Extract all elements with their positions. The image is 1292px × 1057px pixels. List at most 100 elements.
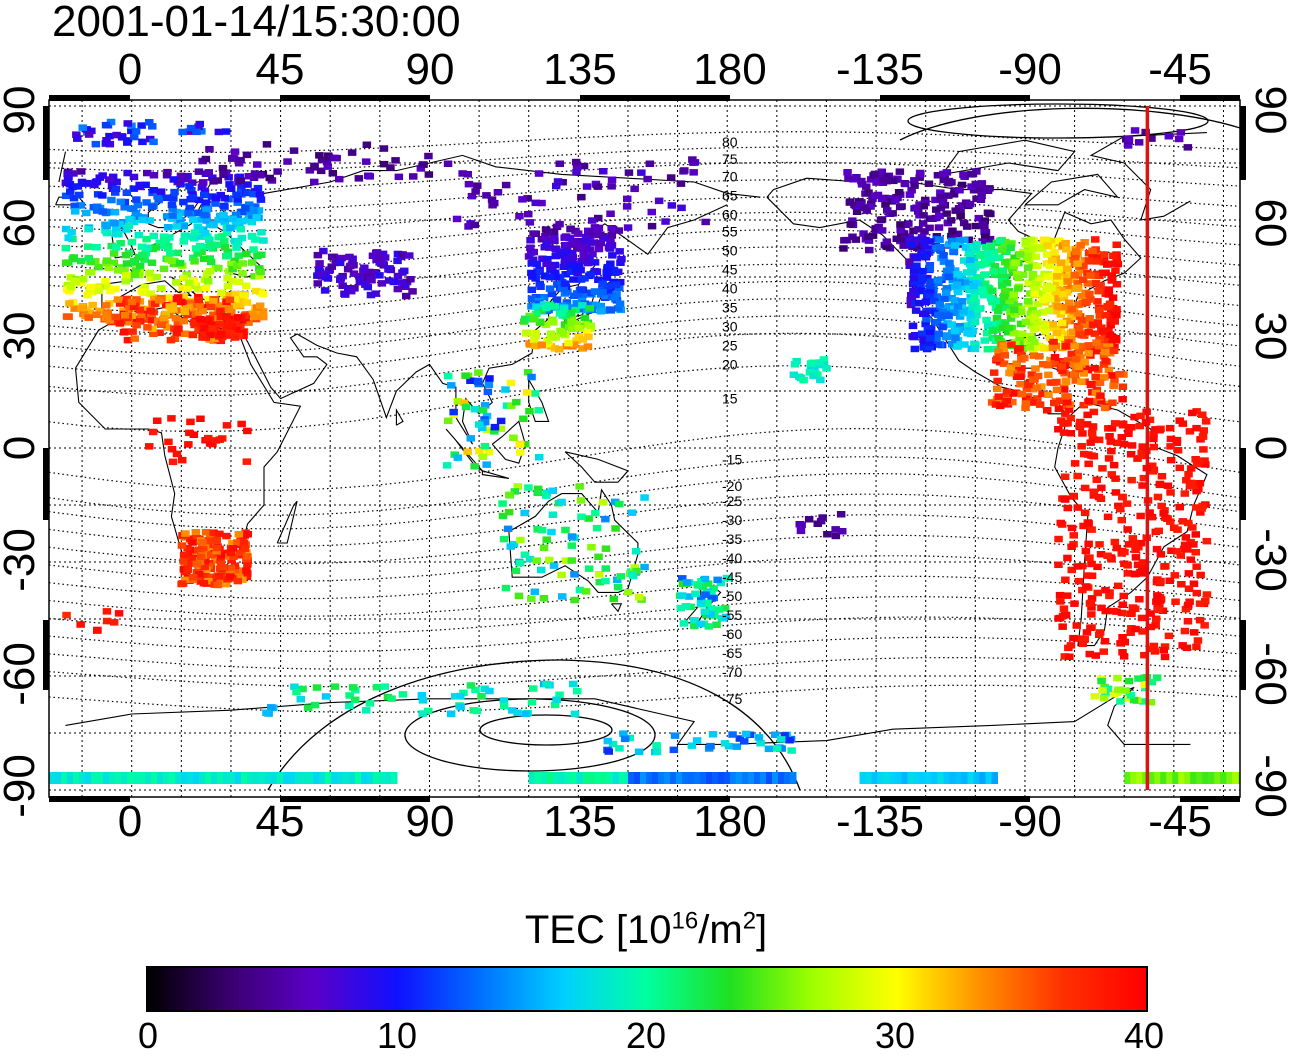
tec-cell	[236, 226, 245, 233]
tec-cell	[1052, 378, 1061, 386]
tec-cell	[1134, 675, 1143, 682]
tec-cell	[542, 240, 551, 248]
tec-cell	[1031, 365, 1040, 372]
tec-cell	[200, 558, 210, 566]
tec-cell	[1061, 410, 1070, 417]
tec-cell	[1056, 598, 1065, 605]
tec-cell	[555, 310, 565, 317]
tec-cell	[1129, 696, 1139, 704]
tec-cell	[815, 359, 825, 366]
tec-cell	[155, 297, 164, 304]
tec-cell	[1108, 294, 1118, 301]
tec-cell	[101, 302, 111, 309]
tec-cell	[233, 539, 242, 546]
tec-cell	[994, 335, 1004, 342]
tec-cell	[784, 772, 791, 784]
tec-cell	[1045, 334, 1055, 342]
tec-cell	[1152, 545, 1162, 553]
contour-line	[49, 298, 1240, 355]
tec-cell	[135, 181, 144, 189]
tec-cell	[1100, 404, 1110, 412]
tec-cell	[153, 417, 162, 424]
tec-cell	[193, 209, 203, 216]
tec-cell	[343, 772, 350, 784]
tec-cell	[561, 271, 570, 278]
tec-cell	[1025, 344, 1035, 351]
tec-cell	[122, 189, 132, 196]
tec-cell	[322, 158, 332, 166]
tec-cell	[1069, 532, 1078, 539]
tec-cell	[909, 227, 918, 234]
tec-cell	[1004, 324, 1014, 332]
tec-cell	[712, 772, 719, 784]
tec-cell	[520, 440, 530, 448]
tec-cell	[69, 194, 79, 202]
tec-cell	[919, 344, 928, 351]
tec-cell	[345, 692, 354, 699]
tec-cell	[932, 319, 942, 326]
tec-cell	[347, 287, 356, 295]
tec-cell	[883, 207, 892, 214]
tec-cell	[1039, 361, 1048, 368]
tec-cell	[98, 208, 107, 215]
tec-cell	[75, 191, 84, 199]
tec-cell	[959, 171, 968, 179]
tec-cell	[576, 497, 586, 504]
tec-cell	[920, 228, 929, 235]
tec-cell	[551, 334, 560, 341]
tec-cell	[205, 242, 215, 249]
tec-cell	[155, 329, 164, 336]
tec-cell	[247, 218, 256, 226]
tec-cell	[950, 242, 960, 249]
tec-cell	[526, 249, 536, 256]
tec-cell	[209, 529, 218, 536]
tec-cell	[1063, 504, 1072, 512]
lon-tick-bottom: 90	[405, 797, 455, 846]
tec-cell	[323, 163, 332, 170]
tec-cell	[969, 282, 978, 290]
tec-cell	[606, 260, 615, 267]
tec-cell	[1078, 562, 1087, 570]
tec-cell	[925, 282, 935, 290]
tec-cell	[173, 249, 182, 257]
tec-cell	[496, 417, 506, 425]
tec-cell	[1065, 653, 1074, 660]
contour-line	[49, 636, 1240, 670]
tec-cell	[1112, 281, 1122, 288]
tec-cell	[542, 492, 551, 499]
tec-cell	[283, 772, 290, 784]
tec-cell	[163, 224, 173, 231]
tec-cell	[70, 202, 79, 210]
tec-cell	[1156, 577, 1165, 585]
tec-cell	[916, 281, 925, 289]
tec-cell	[1043, 251, 1052, 258]
tec-cell	[241, 205, 250, 212]
tec-cell	[258, 290, 268, 297]
tec-cell	[1159, 646, 1168, 654]
tec-cell	[975, 252, 984, 259]
tec-cell	[877, 216, 887, 223]
tec-cell	[1182, 644, 1192, 652]
tec-cell	[930, 297, 939, 305]
tec-cell	[504, 508, 514, 516]
tec-cell	[951, 207, 960, 214]
tec-cell	[866, 176, 876, 183]
tec-cell	[953, 303, 963, 310]
tec-cell	[321, 693, 331, 700]
tec-cell	[943, 772, 950, 784]
tec-cell	[380, 254, 390, 261]
tec-cell	[186, 233, 196, 240]
tec-cell	[179, 198, 188, 206]
tec-cell	[610, 294, 620, 301]
tec-cell	[220, 194, 230, 202]
tec-cell	[1064, 339, 1073, 346]
tec-cell	[1146, 699, 1156, 706]
tec-cell	[1165, 424, 1175, 432]
tec-cell	[129, 173, 139, 181]
tec-cell	[899, 230, 909, 237]
tec-cell	[464, 180, 474, 188]
tec-cell	[1192, 563, 1201, 570]
tec-cell	[935, 301, 945, 308]
tec-cell	[790, 772, 797, 784]
tec-cell	[120, 312, 130, 319]
